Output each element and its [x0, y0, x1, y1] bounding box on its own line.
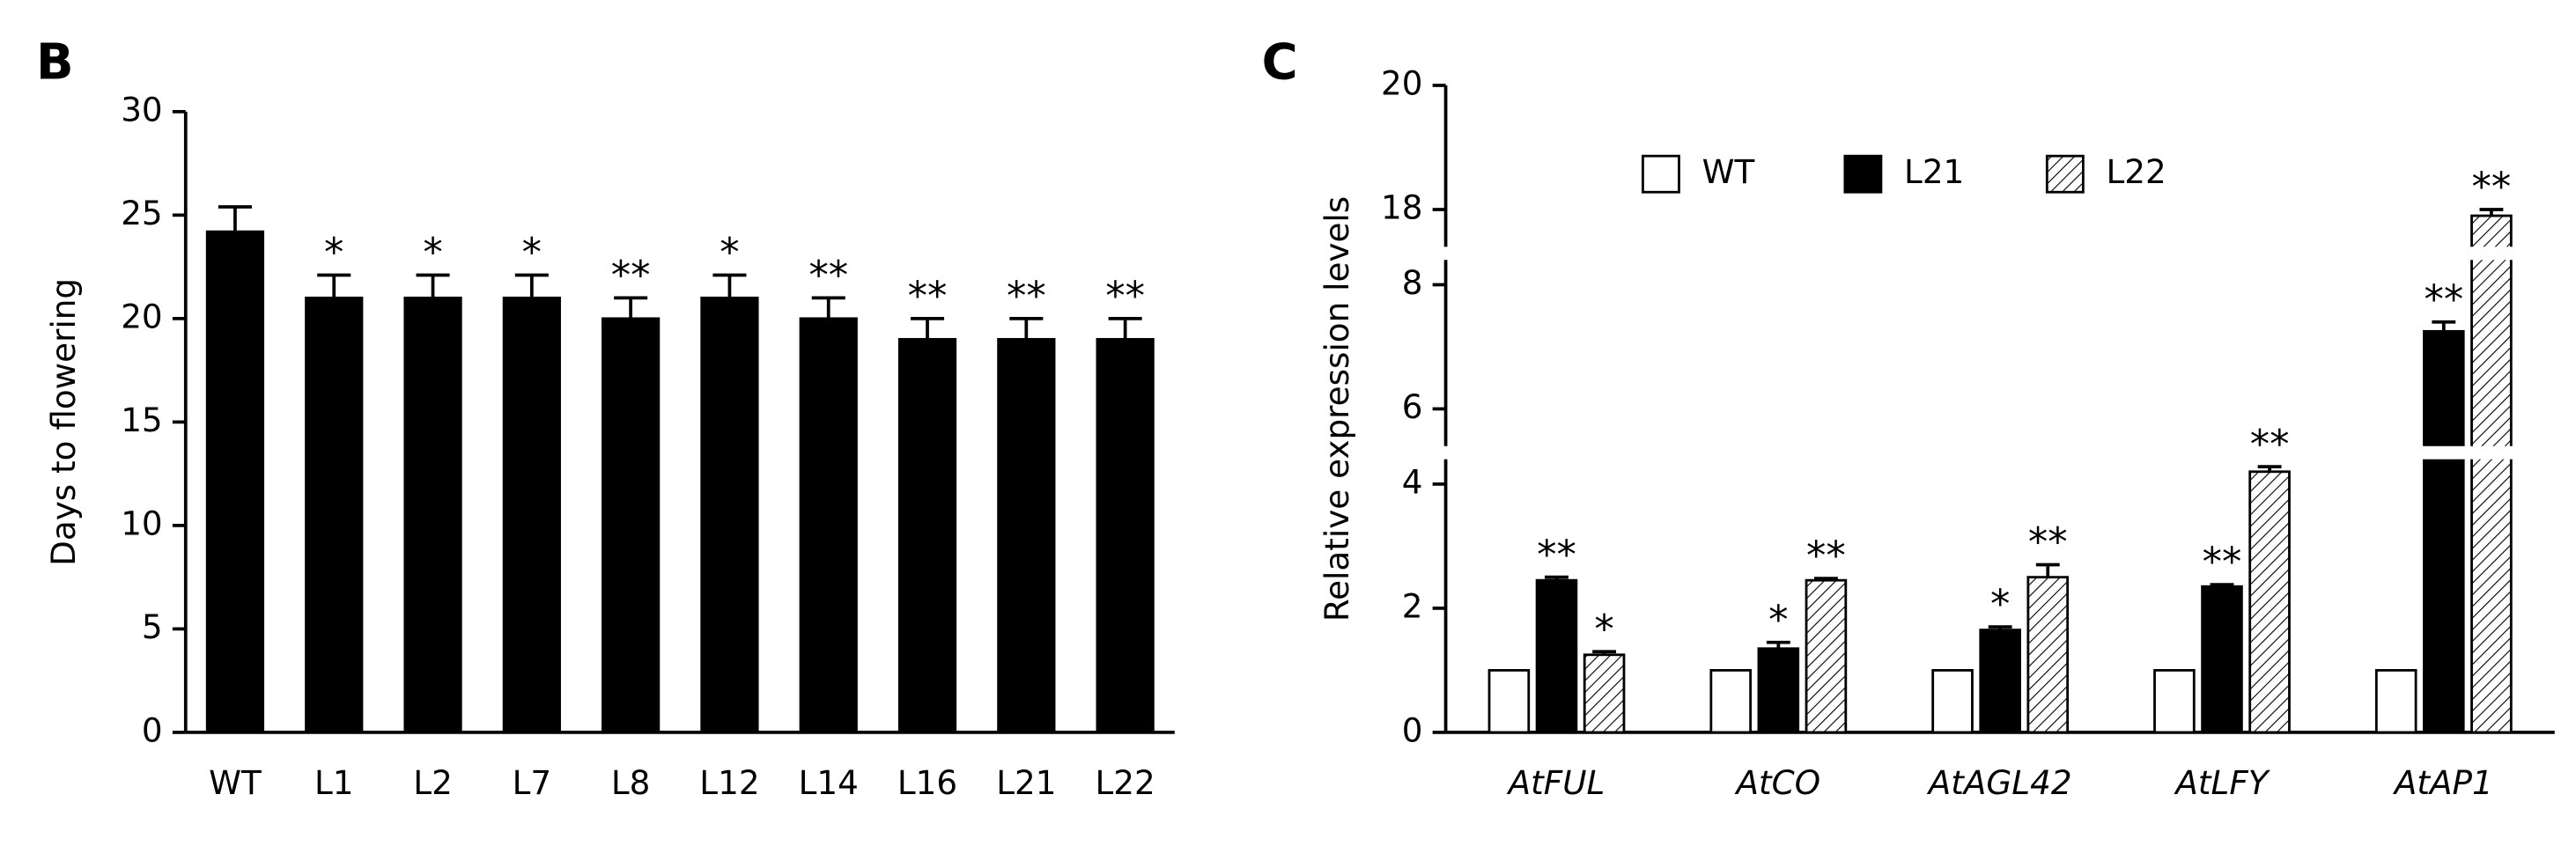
bar [1583, 653, 1626, 734]
panel-label: C [1262, 34, 1298, 92]
x-tick-label: L8 [611, 763, 651, 802]
significance-label: * [423, 229, 442, 276]
bar [897, 337, 957, 734]
bar [2026, 576, 2070, 734]
panel-label: B [36, 34, 74, 92]
bar [1709, 669, 1753, 734]
significance-label: ** [611, 252, 651, 298]
legend-swatch [1843, 154, 1883, 194]
y-tick-label: 4 [1402, 462, 1423, 501]
legend-swatch [1642, 154, 1680, 194]
x-tick-label: L16 [897, 763, 957, 802]
x-tick-label: AtAGL42 [1927, 763, 2072, 802]
y-tick-label: 20 [1381, 63, 1422, 102]
legend-label: L22 [2106, 152, 2166, 191]
y-tick-label: 0 [1402, 710, 1423, 749]
x-tick-label: L7 [513, 763, 552, 802]
significance-label: ** [808, 252, 848, 298]
x-tick-label: L2 [413, 763, 453, 802]
y-axis-label: Days to flowering [44, 278, 83, 566]
x-tick-label: L21 [996, 763, 1056, 802]
significance-label: ** [1806, 533, 1846, 579]
y-tick-label: 30 [121, 90, 162, 129]
significance-label: ** [2250, 421, 2290, 467]
legend-label: WT [1702, 152, 1755, 191]
significance-label: ** [1007, 272, 1046, 319]
bar [1931, 669, 1974, 734]
significance-label: * [1594, 606, 1613, 652]
bar [1805, 578, 1848, 734]
x-tick-label: L12 [699, 763, 759, 802]
bar [2470, 214, 2513, 734]
bar [602, 317, 661, 734]
axis-break [1426, 246, 2558, 261]
significance-label: ** [2472, 164, 2512, 210]
bar [1096, 337, 1155, 734]
bar [1979, 629, 2021, 734]
y-tick-label: 8 [1402, 263, 1423, 302]
bar [799, 317, 858, 734]
bar [205, 230, 265, 734]
x-tick-label: L14 [799, 763, 859, 802]
legend-swatch [2045, 154, 2085, 194]
axis-break [1426, 445, 2558, 460]
significance-label: ** [2203, 539, 2242, 585]
significance-label: ** [2424, 276, 2463, 322]
significance-label: ** [1537, 531, 1576, 577]
bar [403, 296, 462, 734]
bar [1757, 647, 1800, 734]
significance-label: ** [1105, 272, 1145, 319]
bar [997, 337, 1056, 734]
x-tick-label: AtCO [1735, 763, 1821, 802]
x-tick-label: AtLFY [2174, 763, 2270, 802]
significance-label: * [324, 229, 343, 276]
bar [1487, 669, 1531, 734]
x-tick-label: L22 [1096, 763, 1155, 802]
y-tick-label: 6 [1402, 387, 1423, 426]
bar [305, 296, 364, 734]
y-tick-label: 20 [121, 297, 162, 335]
bar [2248, 470, 2291, 734]
bar [502, 296, 561, 734]
significance-label: * [522, 229, 542, 276]
x-tick-label: AtFUL [1507, 763, 1605, 802]
x-tick-label: L1 [314, 763, 354, 802]
bar [2153, 669, 2196, 734]
significance-label: ** [908, 272, 948, 319]
y-tick-label: 5 [142, 607, 163, 646]
significance-label: * [1990, 581, 2010, 628]
y-tick-label: 18 [1381, 188, 1422, 227]
significance-label: * [1768, 596, 1788, 643]
y-tick-label: 25 [121, 194, 162, 232]
bar [2374, 669, 2417, 734]
bar [2423, 329, 2465, 734]
y-axis-label: Relative expression levels [1318, 196, 1356, 622]
y-tick-label: 15 [121, 401, 162, 439]
significance-label: ** [2028, 519, 2068, 565]
x-tick-label: AtAP1 [2393, 763, 2493, 802]
significance-label: * [720, 229, 739, 276]
bar [1535, 578, 1578, 734]
bar [700, 296, 759, 734]
x-tick-label: WT [209, 763, 262, 802]
y-tick-label: 2 [1402, 586, 1423, 625]
y-tick-label: 10 [121, 504, 162, 542]
legend-label: L21 [1904, 152, 1964, 191]
bar [2201, 585, 2243, 734]
y-tick-label: 0 [142, 710, 163, 749]
